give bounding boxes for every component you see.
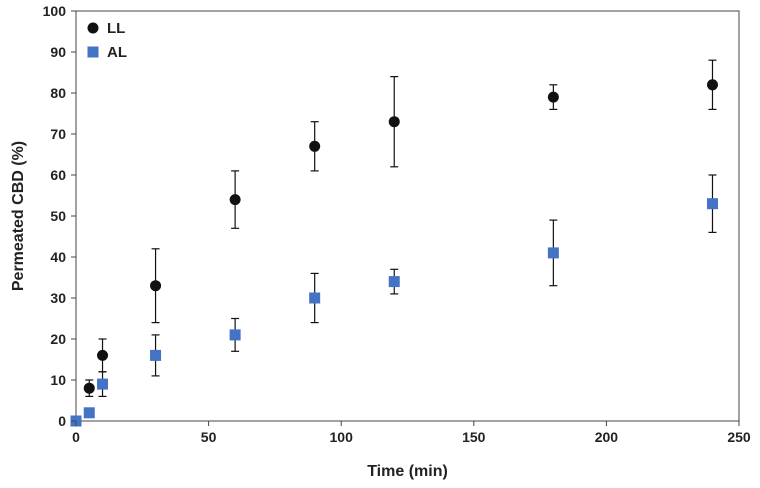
point-ll [150, 280, 162, 292]
x-tick-label: 100 [330, 429, 354, 445]
legend-marker-al [87, 46, 99, 58]
x-tick-label: 250 [727, 429, 751, 445]
point-al [150, 349, 162, 361]
y-tick-label: 40 [50, 249, 66, 265]
point-al [388, 276, 400, 288]
point-al [547, 247, 559, 259]
point-al [229, 329, 241, 341]
x-tick-label: 150 [462, 429, 486, 445]
point-al [83, 407, 95, 419]
legend-label-ll: LL [107, 20, 125, 37]
x-tick-label: 0 [72, 429, 80, 445]
y-tick-label: 0 [58, 413, 66, 429]
x-axis-title: Time (min) [367, 463, 448, 480]
y-tick-label: 90 [50, 44, 66, 60]
point-ll [547, 91, 559, 103]
y-tick-label: 70 [50, 126, 66, 142]
point-ll [83, 382, 95, 394]
y-tick-label: 30 [50, 290, 66, 306]
point-al [706, 198, 718, 210]
y-tick-label: 20 [50, 331, 66, 347]
point-ll [388, 116, 400, 128]
y-tick-label: 100 [43, 3, 67, 19]
y-tick-label: 10 [50, 372, 66, 388]
x-tick-label: 200 [595, 429, 619, 445]
y-tick-label: 50 [50, 208, 66, 224]
point-ll [97, 349, 109, 361]
point-ll [309, 140, 321, 152]
legend: LL AL [87, 20, 127, 61]
y-axis: 0 10 20 30 40 50 60 70 80 90 100 [43, 3, 76, 429]
x-axis: 0 50 100 150 200 250 [72, 421, 751, 445]
point-al [97, 378, 109, 390]
y-tick-label: 60 [50, 167, 66, 183]
point-ll [229, 194, 241, 206]
plot-area [75, 10, 740, 422]
legend-label-al: AL [107, 44, 127, 61]
x-tick-label: 50 [201, 429, 217, 445]
legend-marker-ll [87, 22, 99, 34]
y-tick-label: 80 [50, 85, 66, 101]
point-al [309, 292, 321, 304]
point-ll [706, 79, 718, 91]
y-axis-title: Permeated CBD (%) [10, 141, 27, 291]
